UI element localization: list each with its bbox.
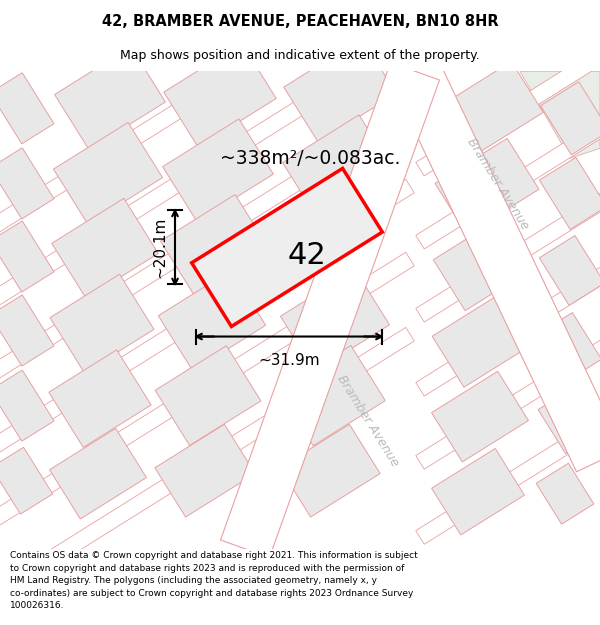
Polygon shape — [283, 115, 394, 218]
Polygon shape — [416, 393, 600, 544]
Polygon shape — [520, 71, 600, 158]
Text: 42: 42 — [287, 241, 326, 270]
Polygon shape — [416, 318, 600, 469]
Polygon shape — [280, 424, 380, 517]
Text: Map shows position and indicative extent of the property.: Map shows position and indicative extent… — [120, 49, 480, 62]
Polygon shape — [539, 158, 600, 229]
Polygon shape — [0, 105, 414, 388]
Polygon shape — [160, 194, 269, 296]
Polygon shape — [0, 32, 414, 314]
Polygon shape — [416, 98, 600, 249]
Text: ~31.9m: ~31.9m — [258, 352, 320, 367]
Polygon shape — [0, 253, 414, 535]
Polygon shape — [0, 328, 414, 610]
Text: Bramber Avenue: Bramber Avenue — [335, 372, 401, 469]
Polygon shape — [52, 198, 158, 299]
Polygon shape — [431, 449, 524, 535]
Polygon shape — [53, 122, 163, 224]
Polygon shape — [541, 82, 600, 155]
Polygon shape — [437, 61, 543, 159]
Polygon shape — [536, 463, 594, 524]
Polygon shape — [0, 370, 54, 441]
Polygon shape — [433, 216, 535, 311]
Polygon shape — [0, 72, 54, 144]
Text: Contains OS data © Crown copyright and database right 2021. This information is : Contains OS data © Crown copyright and d… — [10, 551, 418, 610]
Polygon shape — [191, 168, 382, 326]
Polygon shape — [0, 0, 414, 241]
Polygon shape — [0, 448, 53, 514]
Polygon shape — [0, 221, 54, 292]
Polygon shape — [279, 346, 385, 446]
Polygon shape — [163, 119, 274, 222]
Polygon shape — [538, 312, 600, 381]
Polygon shape — [416, 171, 600, 322]
Polygon shape — [0, 295, 54, 366]
Polygon shape — [539, 236, 600, 306]
Polygon shape — [435, 138, 539, 234]
Polygon shape — [416, 245, 600, 396]
Polygon shape — [49, 350, 151, 448]
Polygon shape — [280, 269, 389, 371]
Text: Bramber Avenue: Bramber Avenue — [464, 135, 532, 231]
Polygon shape — [538, 389, 598, 454]
Polygon shape — [155, 424, 255, 517]
Polygon shape — [50, 274, 154, 373]
Polygon shape — [158, 270, 266, 371]
Text: ~20.1m: ~20.1m — [152, 217, 167, 278]
Text: 42, BRAMBER AVENUE, PEACEHAVEN, BN10 8HR: 42, BRAMBER AVENUE, PEACEHAVEN, BN10 8HR — [101, 14, 499, 29]
Polygon shape — [221, 62, 439, 558]
Polygon shape — [284, 38, 396, 142]
Polygon shape — [432, 294, 532, 388]
Polygon shape — [392, 60, 600, 472]
Polygon shape — [164, 43, 276, 148]
Polygon shape — [416, 24, 600, 176]
Polygon shape — [50, 428, 146, 519]
Polygon shape — [0, 179, 414, 462]
Text: ~338m²/~0.083ac.: ~338m²/~0.083ac. — [220, 149, 400, 168]
Polygon shape — [55, 47, 166, 150]
Polygon shape — [0, 148, 54, 219]
Polygon shape — [155, 346, 261, 446]
Polygon shape — [431, 371, 529, 462]
